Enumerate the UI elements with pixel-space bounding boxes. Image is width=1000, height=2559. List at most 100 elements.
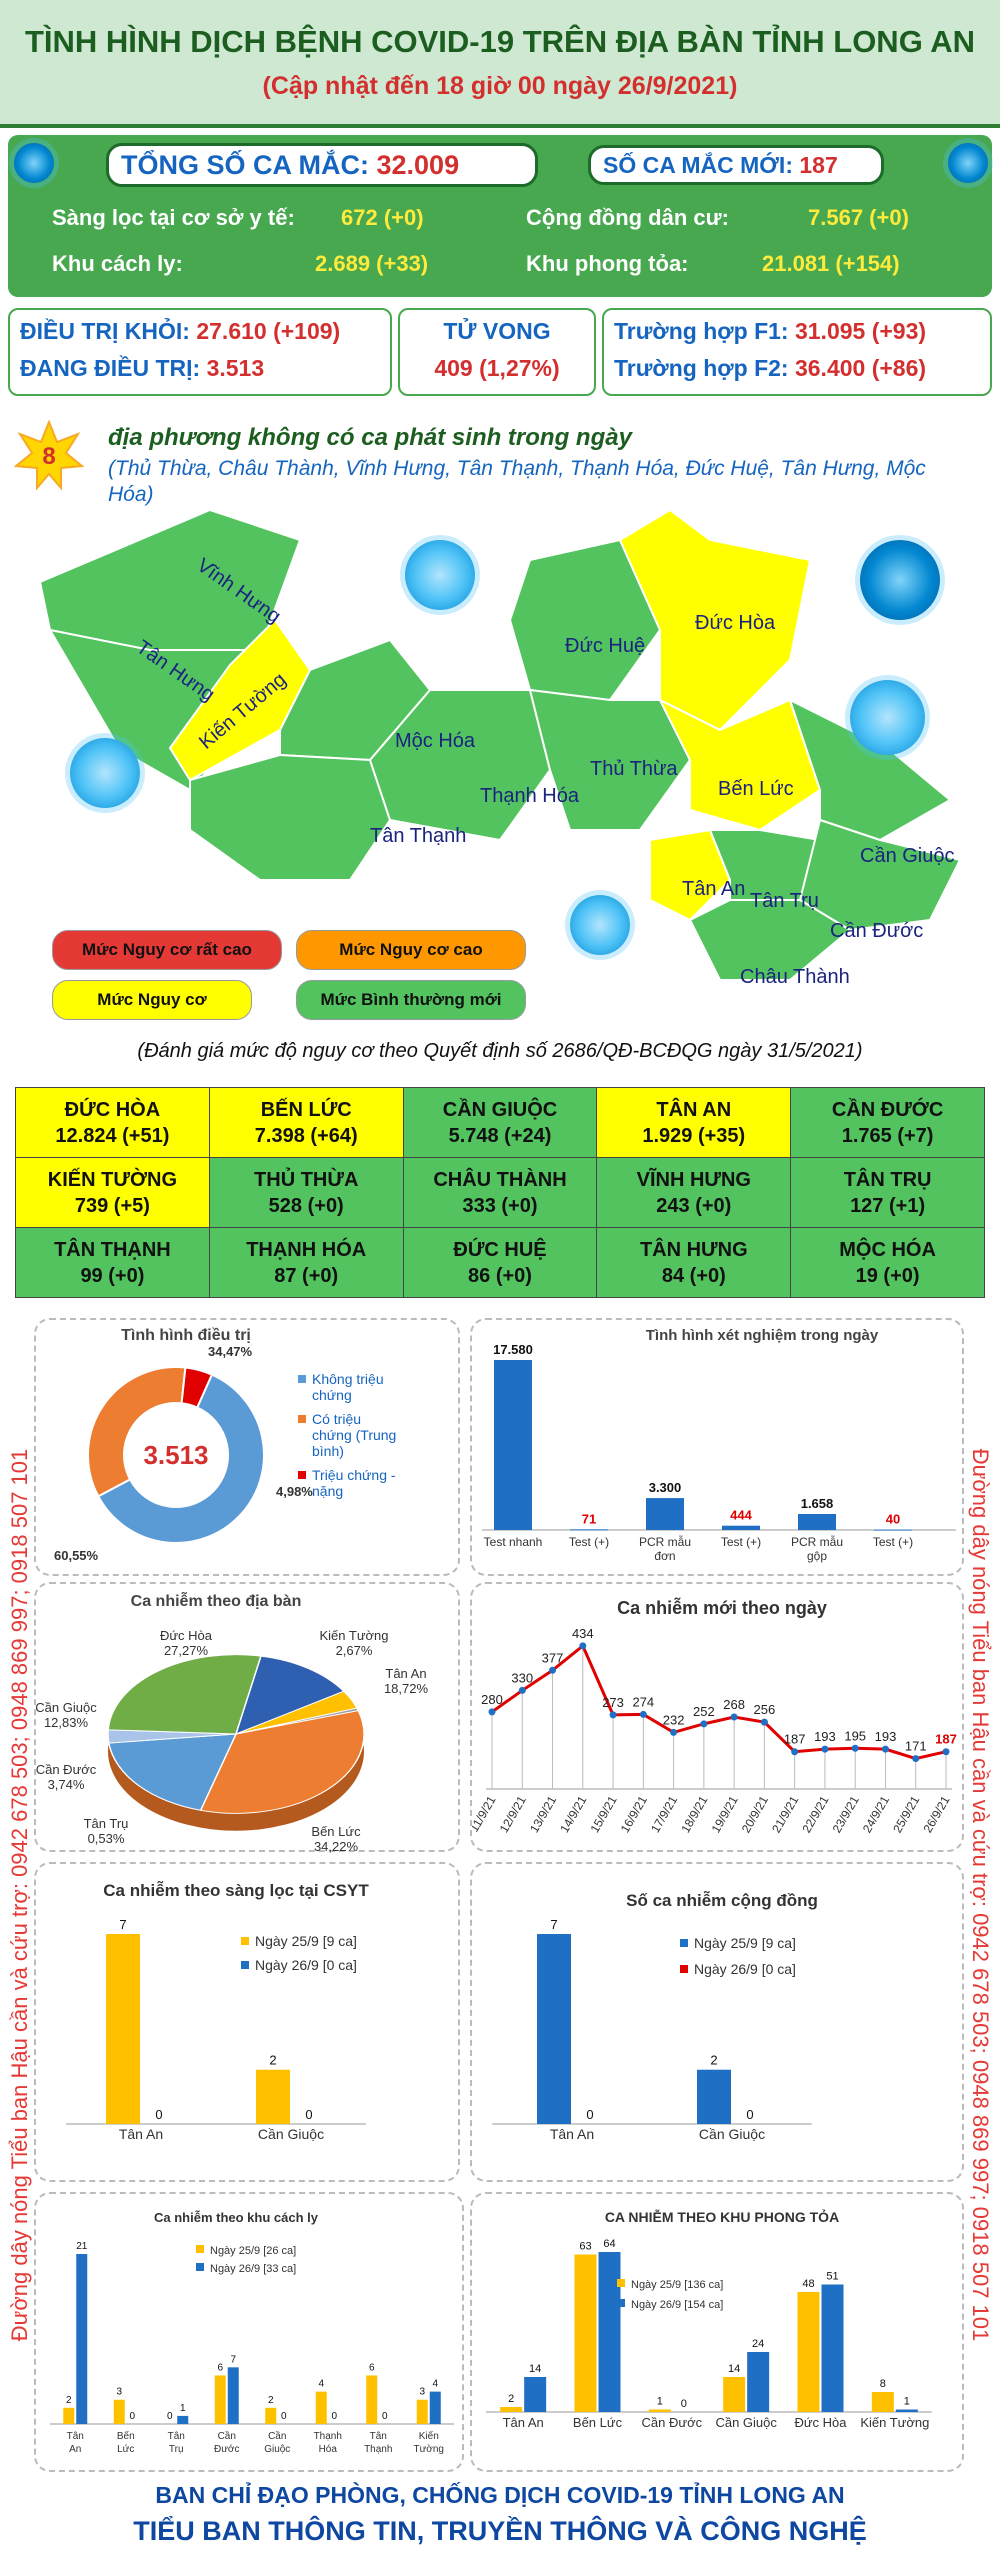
x-tick-label: Cần Đước (642, 2415, 703, 2430)
map-region-thu-thua (528, 688, 692, 831)
legend-label: Ngày 26/9 [0 ca] (255, 1957, 357, 1973)
x-tick-label: Kiến (419, 2430, 439, 2442)
bar (416, 2399, 428, 2424)
district-value: 333 (+0) (462, 1194, 538, 1217)
bar (227, 2367, 239, 2424)
chart-title: Ca nhiễm theo sàng lọc tại CSYT (103, 1881, 369, 1900)
x-tick-label: PCR mẫu (791, 1534, 843, 1549)
bar (798, 1513, 836, 1530)
x-tick-label: Lức (117, 2444, 134, 2455)
summary-panel: TỔNG SỐ CA MẮC: 32.009 SỐ CA MẮC MỚI: 18… (8, 135, 992, 297)
virus-icon (14, 143, 54, 183)
district-name: TÂN HƯNG (639, 1238, 748, 1261)
data-point (579, 1642, 587, 1650)
map-region-tan-an (649, 828, 732, 922)
bar (797, 2292, 820, 2412)
data-point (821, 1745, 829, 1753)
bar-label: 64 (603, 2238, 615, 2250)
stat-community-value: 7.567 (+0) (808, 205, 909, 230)
legend-label: Ngày 26/9 [33 ca] (210, 2263, 296, 2275)
legend-swatch (617, 2279, 625, 2287)
legend-label: chứng (312, 1387, 352, 1403)
map-headline: địa phương không có ca phát sinh trong n… (108, 424, 632, 451)
bar (113, 2399, 125, 2424)
hotline-right: Đường dây nóng Tiểu ban Hậu cần và cứu t… (968, 1448, 993, 2342)
district-value: 1.765 (+7) (841, 1124, 934, 1147)
stat-community: Cộng đồng dân cư: (526, 205, 729, 230)
district-cell: KIẾN TƯỜNG 739 (+5) (15, 1157, 210, 1228)
map-list: (Thủ Thừa, Châu Thành, Vĩnh Hưng, Tân Th… (108, 457, 926, 506)
legend-swatch (241, 1961, 249, 1969)
slice-label: 0,53% (88, 1831, 125, 1846)
data-label: 195 (844, 1728, 866, 1743)
x-tick-label: 20/9/21 (739, 1793, 771, 1835)
legend-label: Ngày 26/9 [154 ca] (631, 2299, 723, 2311)
series-line (491, 1643, 947, 1761)
chart-title: Số ca nhiễm cộng đồng (626, 1891, 818, 1910)
slice-name: Cần Đước (36, 1762, 97, 1777)
bar (265, 2407, 277, 2424)
virus-icon (850, 680, 925, 755)
district-name: CẦN GIUỘC (442, 1098, 558, 1121)
bar-label: 51 (826, 2271, 838, 2283)
district-map (38, 508, 962, 981)
bar (747, 2352, 770, 2412)
chart-title: Ca nhiễm theo khu cách ly (154, 2210, 319, 2225)
bar (722, 1525, 760, 1530)
bar (106, 1934, 140, 2124)
treating-value: 3.513 (206, 355, 265, 381)
bar-label: 0 (281, 2411, 287, 2422)
total-cases: TỔNG SỐ CA MẮC: 32.009 (106, 143, 538, 187)
data-point (670, 1728, 678, 1736)
x-tick-label: 22/9/21 (799, 1793, 831, 1835)
chart-panel-community: Số ca nhiễm cộng đồng 7 0 Tân An 2 0 Cần Giuộc… (470, 1862, 964, 2182)
death-box: TỬ VONG 409 (1,27%) (398, 308, 596, 396)
bar-label: 2 (508, 2393, 514, 2405)
bar-label: 6 (217, 2362, 223, 2373)
data-point (518, 1686, 526, 1694)
x-tick-label: Test nhanh (484, 1535, 543, 1549)
bar (177, 2415, 189, 2424)
stat-lockdown-value: 21.081 (+154) (762, 251, 900, 276)
slice-label: 34,47% (208, 1344, 253, 1359)
x-tick-label: 19/9/21 (709, 1793, 741, 1835)
data-point (912, 1755, 920, 1763)
district-name: ĐỨC HÒA (64, 1098, 161, 1121)
hotline-left: Đường dây nóng Tiểu ban Hậu cần và cứu t… (7, 1448, 32, 2342)
district-cell: TÂN TRỤ 127 (+1) (790, 1157, 985, 1228)
x-tick-label: Bến Lức (573, 2415, 623, 2430)
x-tick-label: Kiến Tường (860, 2415, 929, 2430)
district-name: THỦ THỪA (254, 1168, 359, 1191)
data-label: 187 (935, 1732, 957, 1747)
legend-swatch (680, 1965, 688, 1973)
x-tick-label: Bến (117, 2430, 135, 2442)
data-label: 193 (875, 1729, 897, 1744)
district-name: TÂN THẠNH (54, 1238, 171, 1261)
assessment-note: (Đánh giá mức độ nguy cơ theo Quyết định… (137, 1040, 863, 1062)
f2-value: 36.400 (+86) (794, 355, 927, 381)
legend-high: Mức Nguy cơ cao (296, 930, 526, 970)
map-labels: Vĩnh Hưng Tân Hưng Kiến Tường Mộc Hóa Tâ… (132, 554, 955, 988)
bar-label: 3 (116, 2387, 122, 2398)
chart-title: Ca nhiễm theo địa bàn (131, 1591, 302, 1610)
map-region-tan-thanh (189, 753, 392, 881)
bar-label: 6 (369, 2362, 375, 2373)
pie-slice (108, 1733, 238, 1811)
district-cell: CẦN GIUỘC 5.748 (+24) (402, 1087, 598, 1158)
legend-risk: Mức Nguy cơ (52, 980, 252, 1020)
pie-slice (107, 1654, 262, 1735)
legend-label: Ngày 25/9 [26 ca] (210, 2245, 296, 2257)
donut-slice (180, 1366, 214, 1409)
f1-value: 31.095 (+93) (794, 318, 927, 344)
chart-panel-daily: Ca nhiễm mới theo ngày 280 11/9/21 330 12/9/… (467, 1582, 964, 1852)
recovered-value: 27.610 (+109) (196, 318, 341, 344)
pie-group (107, 1654, 365, 1831)
new-cases: SỐ CA MẮC MỚI: 187 (588, 145, 884, 185)
slice-name: Kiến Tường (319, 1628, 388, 1643)
stat-quarantine-value: 2.689 (+33) (315, 251, 429, 276)
slice-label: 18,72% (384, 1681, 429, 1696)
district-value: 87 (+0) (274, 1264, 339, 1287)
bar-label: 2 (269, 2053, 276, 2068)
legend-label: Có triệu (312, 1411, 361, 1427)
stat-quarantine: Khu cách ly: (52, 251, 183, 276)
